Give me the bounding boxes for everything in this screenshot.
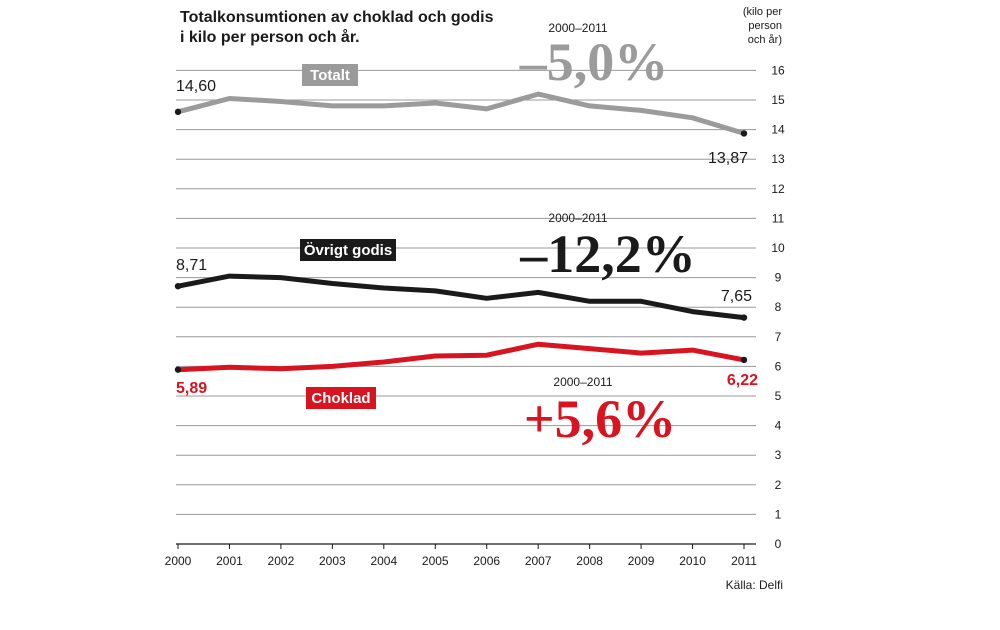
x-tick-label: 2006 bbox=[473, 554, 500, 568]
series-name-label-ovrigt: Övrigt godis bbox=[304, 242, 392, 259]
y-tick-label: 14 bbox=[771, 123, 785, 137]
y-tick-label: 5 bbox=[775, 389, 782, 403]
series-start-point-ovrigt bbox=[174, 282, 182, 290]
period-label-choklad: 2000–2011 bbox=[553, 375, 613, 389]
y-tick-label: 9 bbox=[775, 271, 782, 285]
end-value-label-totalt: 13,87 bbox=[708, 150, 748, 167]
y-tick-label: 0 bbox=[775, 537, 782, 551]
change-percent-choklad: +5,6% bbox=[524, 389, 676, 449]
chart-title-line-1: Totalkonsumtionen av choklad och godis bbox=[180, 9, 494, 26]
y-tick-label: 4 bbox=[775, 419, 782, 433]
y-tick-label: 15 bbox=[771, 93, 785, 107]
series-end-point-choklad bbox=[740, 356, 748, 364]
change-percent-totalt: –5,0% bbox=[519, 32, 669, 92]
series-line-ovrigt bbox=[177, 273, 745, 321]
annotations: 14,6013,87Totalt2000–2011–5,0%8,717,65Öv… bbox=[176, 21, 758, 449]
y-tick-label: 8 bbox=[775, 300, 782, 314]
end-value-label-choklad: 6,22 bbox=[727, 372, 758, 389]
y-tick-label: 7 bbox=[775, 330, 782, 344]
start-value-label-choklad: 5,89 bbox=[176, 380, 207, 397]
series-end-point-ovrigt bbox=[740, 314, 748, 321]
y-tick-label: 6 bbox=[775, 359, 782, 373]
y-tick-label: 3 bbox=[775, 448, 782, 462]
x-tick-label: 2007 bbox=[525, 554, 552, 568]
x-axis-ticks: 2000 2001 2002 2003 2004 2005 2006 2007 2008 2009… bbox=[165, 544, 757, 568]
unit-label-line-3: och år) bbox=[748, 34, 782, 46]
x-tick-label: 2001 bbox=[216, 554, 243, 568]
source-note: Källa: Delfi bbox=[726, 578, 783, 592]
series-start-point-choklad bbox=[174, 366, 182, 373]
series-name-label-totalt: Totalt bbox=[310, 67, 350, 84]
series-tag-box-totalt bbox=[302, 64, 358, 86]
series-lines bbox=[174, 91, 748, 373]
series-tag-box-choklad bbox=[306, 387, 376, 409]
x-tick-label: 2011 bbox=[731, 554, 757, 568]
y-tick-label: 11 bbox=[772, 211, 785, 225]
start-value-label-totalt: 14,60 bbox=[176, 78, 216, 95]
chart-title-line-2: i kilo per person och år. bbox=[180, 28, 360, 46]
series-line-totalt bbox=[177, 91, 745, 136]
series-end-point-totalt bbox=[740, 130, 748, 137]
y-tick-label: 10 bbox=[771, 241, 785, 255]
end-value-label-ovrigt: 7,65 bbox=[721, 288, 752, 305]
y-tick-label: 1 bbox=[775, 507, 782, 521]
x-tick-label: 2004 bbox=[370, 554, 397, 568]
start-value-label-ovrigt: 8,71 bbox=[176, 257, 207, 274]
x-tick-label: 2005 bbox=[422, 554, 449, 568]
y-tick-label: 12 bbox=[771, 182, 785, 196]
x-tick-label: 2002 bbox=[268, 554, 295, 568]
series-start-point-totalt bbox=[174, 108, 182, 116]
unit-label-line-2: person bbox=[748, 20, 782, 32]
period-label-ovrigt: 2000–2011 bbox=[548, 211, 608, 225]
x-tick-label: 2000 bbox=[165, 554, 192, 568]
y-tick-label: 2 bbox=[775, 478, 782, 492]
series-tag-box-ovrigt bbox=[300, 239, 396, 261]
period-label-totalt: 2000–2011 bbox=[548, 21, 608, 35]
x-tick-label: 2008 bbox=[576, 554, 603, 568]
series-line-choklad bbox=[177, 341, 745, 373]
x-tick-label: 2010 bbox=[679, 554, 706, 568]
x-tick-label: 2003 bbox=[319, 554, 346, 568]
unit-label-line-1: (kilo per bbox=[743, 6, 782, 18]
series-name-label-choklad: Choklad bbox=[311, 390, 370, 407]
x-tick-label: 2009 bbox=[628, 554, 655, 568]
y-tick-label: 13 bbox=[771, 152, 785, 166]
y-tick-label: 16 bbox=[771, 63, 785, 77]
change-percent-ovrigt: –12,2% bbox=[519, 224, 696, 284]
